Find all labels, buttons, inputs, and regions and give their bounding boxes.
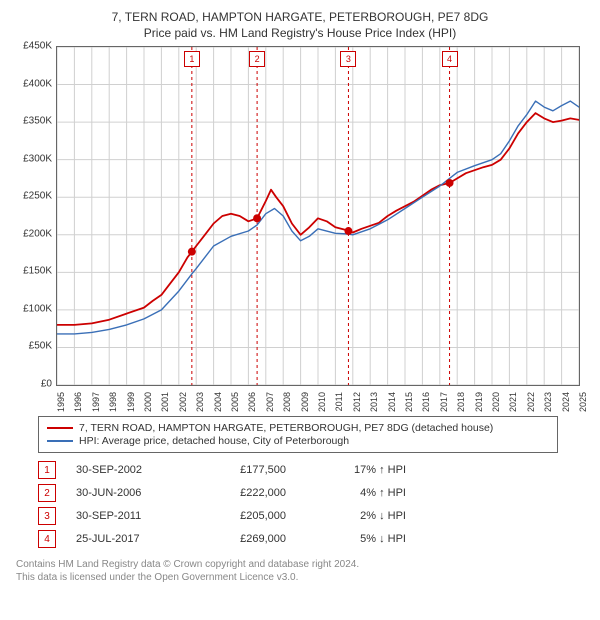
legend-label: 7, TERN ROAD, HAMPTON HARGATE, PETERBORO… [79,422,493,434]
x-tick-label: 1996 [73,392,83,412]
event-flag-marker: 3 [340,51,356,67]
x-tick-label: 1999 [126,392,136,412]
x-tick-label: 2019 [474,392,484,412]
event-row: 4 25-JUL-2017 £269,000 5% ↓ HPI [38,530,588,548]
event-row: 3 30-SEP-2011 £205,000 2% ↓ HPI [38,507,588,525]
footer-line: Contains HM Land Registry data © Crown c… [16,558,584,571]
event-row: 1 30-SEP-2002 £177,500 17% ↑ HPI [38,461,588,479]
x-tick-label: 2022 [526,392,536,412]
x-tick-label: 2011 [334,392,344,411]
x-tick-label: 2004 [213,392,223,412]
event-date: 30-JUN-2006 [76,487,186,499]
x-tick-label: 2003 [195,392,205,412]
legend-box: 7, TERN ROAD, HAMPTON HARGATE, PETERBORO… [38,416,558,453]
title-block: 7, TERN ROAD, HAMPTON HARGATE, PETERBORO… [12,10,588,40]
x-tick-label: 2001 [160,392,170,412]
event-price: £222,000 [206,487,286,499]
title-address: 7, TERN ROAD, HAMPTON HARGATE, PETERBORO… [12,10,588,24]
y-axis-labels: £0£50K£100K£150K£200K£250K£300K£350K£400… [12,46,54,386]
x-tick-label: 2005 [230,392,240,412]
event-price: £177,500 [206,464,286,476]
x-tick-label: 2017 [439,392,449,412]
chart-area: £0£50K£100K£150K£200K£250K£300K£350K£400… [56,46,580,406]
event-date: 30-SEP-2002 [76,464,186,476]
y-tick-label: £100K [23,303,52,314]
event-flag-marker: 1 [184,51,200,67]
x-tick-label: 2023 [543,392,553,412]
x-tick-label: 1997 [91,392,101,412]
legend-item: 7, TERN ROAD, HAMPTON HARGATE, PETERBORO… [47,422,549,434]
y-tick-label: £50K [29,341,52,352]
x-tick-label: 2013 [369,392,379,412]
x-tick-label: 2015 [404,392,414,412]
event-marker: 4 [38,530,56,548]
event-delta: 5% ↓ HPI [306,533,406,545]
event-date: 30-SEP-2011 [76,510,186,522]
x-tick-label: 2018 [456,392,466,412]
y-tick-label: £0 [41,379,52,390]
event-date: 25-JUL-2017 [76,533,186,545]
figure-root: 7, TERN ROAD, HAMPTON HARGATE, PETERBORO… [0,0,600,620]
event-price: £205,000 [206,510,286,522]
x-tick-label: 1995 [56,392,66,412]
events-table: 1 30-SEP-2002 £177,500 17% ↑ HPI 2 30-JUN-200… [38,461,588,548]
x-axis-labels: 1995199619971998199920002001200220032004… [56,386,580,406]
legend-label: HPI: Average price, detached house, City… [79,435,349,447]
y-tick-label: £200K [23,228,52,239]
y-tick-label: £300K [23,153,52,164]
x-tick-label: 2009 [300,392,310,412]
y-tick-label: £150K [23,266,52,277]
x-tick-label: 2024 [561,392,571,412]
x-tick-label: 2002 [178,392,188,412]
x-tick-label: 2014 [387,392,397,412]
event-price: £269,000 [206,533,286,545]
y-tick-label: £400K [23,78,52,89]
y-tick-label: £350K [23,116,52,127]
event-flag-marker: 4 [442,51,458,67]
x-tick-label: 2016 [421,392,431,412]
x-tick-label: 2007 [265,392,275,412]
legend-swatch [47,440,73,442]
x-tick-label: 2006 [247,392,257,412]
plot-box: 1 2 3 4 [56,46,580,386]
event-row: 2 30-JUN-2006 £222,000 4% ↑ HPI [38,484,588,502]
title-sub: Price paid vs. HM Land Registry's House … [12,26,588,40]
event-delta: 17% ↑ HPI [306,464,406,476]
event-delta: 2% ↓ HPI [306,510,406,522]
plot-svg [57,47,579,385]
y-tick-label: £250K [23,191,52,202]
x-tick-label: 2012 [352,392,362,412]
event-marker: 3 [38,507,56,525]
event-marker: 1 [38,461,56,479]
x-tick-label: 2025 [578,392,588,412]
x-tick-label: 2021 [508,392,518,412]
x-tick-label: 2010 [317,392,327,412]
event-marker: 2 [38,484,56,502]
event-flag-marker: 2 [249,51,265,67]
x-tick-label: 2020 [491,392,501,412]
y-tick-label: £450K [23,41,52,52]
footer-attribution: Contains HM Land Registry data © Crown c… [16,558,584,584]
legend-item: HPI: Average price, detached house, City… [47,435,549,447]
footer-line: This data is licensed under the Open Gov… [16,571,584,584]
x-tick-label: 2000 [143,392,153,412]
event-delta: 4% ↑ HPI [306,487,406,499]
x-tick-label: 1998 [108,392,118,412]
legend-swatch [47,427,73,429]
x-tick-label: 2008 [282,392,292,412]
